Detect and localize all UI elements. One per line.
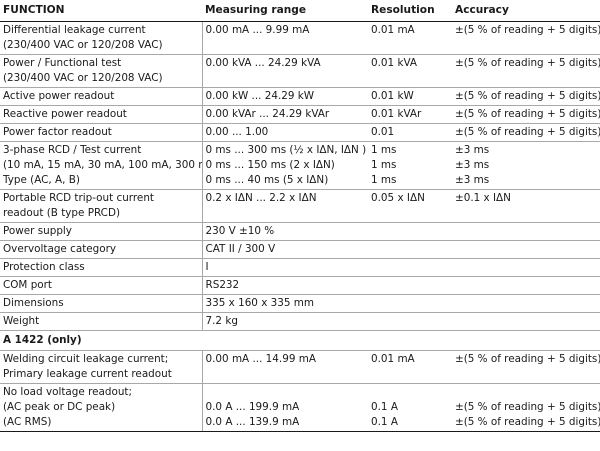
table-row: Welding circuit leakage current; Primary… [0, 350, 600, 384]
cell-accuracy: ±(5 % of reading + 5 digits) [452, 21, 600, 55]
cell-function: Active power readout [0, 87, 202, 106]
header-resolution: Resolution [368, 0, 452, 22]
cell-range: 0.0 A ... 199.9 mA 0.0 A ... 139.9 mA [201, 383, 368, 432]
cell-function: Weight [0, 312, 202, 331]
table-row: Portable RCD trip-out current readout (B… [0, 189, 600, 223]
section-header-row: A 1422 (only) [0, 330, 600, 351]
table-row: Reactive power readout 0.00 kVAr ... 24.… [0, 105, 600, 124]
header-accuracy: Accuracy [452, 0, 600, 22]
table-row: No load voltage readout; (AC peak or DC … [0, 383, 600, 432]
cell-accuracy: ±0.1 x IΔN [452, 189, 600, 223]
cell-function: Reactive power readout [0, 105, 202, 124]
cell-accuracy: ±(5 % of reading + 5 digits) ±(5 % of re… [452, 383, 600, 432]
table-row: Power supply 230 V ±10 % [0, 222, 600, 241]
cell-function: Power supply [0, 222, 202, 241]
cell-resolution: 0.01 mA [368, 350, 452, 384]
table-row: Dimensions 335 x 160 x 335 mm [0, 294, 600, 313]
cell-resolution: 0.1 A 0.1 A [368, 383, 452, 432]
cell-function: Power factor readout [0, 123, 202, 142]
table-row: COM port RS232 [0, 276, 600, 295]
cell-function: Dimensions [0, 294, 202, 313]
cell-function: Differential leakage current (230/400 VA… [0, 21, 202, 55]
cell-function: Welding circuit leakage current; Primary… [0, 350, 202, 384]
cell-range: I [201, 258, 600, 277]
cell-resolution: 0.01 [368, 123, 452, 142]
cell-range: 0.00 mA ... 9.99 mA [201, 21, 368, 55]
cell-range: 0.00 kVA ... 24.29 kVA [201, 54, 368, 88]
cell-accuracy: ±(5 % of reading + 5 digits) [452, 123, 600, 142]
header-measuring-range: Measuring range [202, 0, 368, 22]
cell-range: 7.2 kg [201, 312, 600, 331]
cell-range: 0 ms ... 300 ms (½ x IΔN, IΔN ) 0 ms ...… [201, 141, 368, 190]
table-row: Power / Functional test (230/400 VAC or … [0, 54, 600, 88]
table-row: Protection class I [0, 258, 600, 277]
cell-accuracy: ±3 ms ±3 ms ±3 ms [452, 141, 600, 190]
cell-resolution: 0.01 kVAr [368, 105, 452, 124]
table-row: Overvoltage category CAT II / 300 V [0, 240, 600, 259]
cell-range: CAT II / 300 V [201, 240, 600, 259]
cell-function: No load voltage readout; (AC peak or DC … [0, 383, 202, 432]
cell-function: Power / Functional test (230/400 VAC or … [0, 54, 202, 88]
section-title: A 1422 (only) [0, 330, 600, 351]
cell-range: 0.00 mA ... 14.99 mA [201, 350, 368, 384]
cell-resolution: 0.01 kW [368, 87, 452, 106]
cell-function: COM port [0, 276, 202, 295]
cell-range: RS232 [201, 276, 600, 295]
cell-range: 335 x 160 x 335 mm [201, 294, 600, 313]
table-row: Active power readout 0.00 kW ... 24.29 k… [0, 87, 600, 106]
cell-accuracy: ±(5 % of reading + 5 digits) [452, 350, 600, 384]
cell-resolution: 0.01 kVA [368, 54, 452, 88]
cell-range: 230 V ±10 % [201, 222, 600, 241]
table-row: Weight 7.2 kg [0, 312, 600, 331]
table-row: Differential leakage current (230/400 VA… [0, 21, 600, 55]
specification-table: FUNCTION Measuring range Resolution Accu… [0, 0, 600, 432]
cell-function: Protection class [0, 258, 202, 277]
table-row: 3-phase RCD / Test current (10 mA, 15 mA… [0, 141, 600, 190]
table-row: Power factor readout 0.00 ... 1.00 0.01 … [0, 123, 600, 142]
cell-range: 0.00 kW ... 24.29 kW [201, 87, 368, 106]
cell-range: 0.00 ... 1.00 [201, 123, 368, 142]
cell-accuracy: ±(5 % of reading + 5 digits) [452, 87, 600, 106]
header-function: FUNCTION [0, 0, 202, 22]
cell-resolution: 1 ms 1 ms 1 ms [368, 141, 452, 190]
cell-resolution: 0.05 x IΔN [368, 189, 452, 223]
cell-resolution: 0.01 mA [368, 21, 452, 55]
cell-function: Portable RCD trip-out current readout (B… [0, 189, 202, 223]
cell-range: 0.2 x IΔN ... 2.2 x IΔN [201, 189, 368, 223]
cell-function: 3-phase RCD / Test current (10 mA, 15 mA… [0, 141, 202, 190]
cell-accuracy: ±(5 % of reading + 5 digits) [452, 54, 600, 88]
cell-function: Overvoltage category [0, 240, 202, 259]
cell-range: 0.00 kVAr ... 24.29 kVAr [201, 105, 368, 124]
table-header-row: FUNCTION Measuring range Resolution Accu… [0, 0, 600, 22]
cell-accuracy: ±(5 % of reading + 5 digits) [452, 105, 600, 124]
